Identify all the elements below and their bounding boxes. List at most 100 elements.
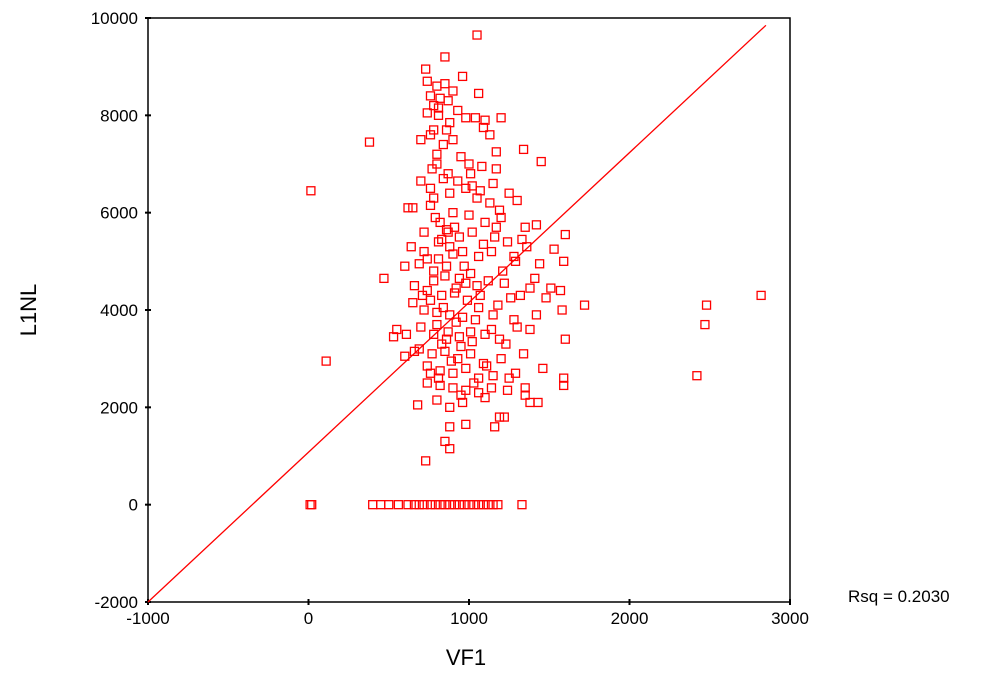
data-point xyxy=(499,412,509,422)
data-point xyxy=(557,305,567,315)
data-point xyxy=(441,334,452,344)
data-point xyxy=(414,259,424,269)
data-point xyxy=(441,261,452,271)
data-point xyxy=(445,422,455,432)
data-point xyxy=(433,237,444,247)
data-point xyxy=(443,327,453,337)
y-tick-label: 6000 xyxy=(100,204,138,223)
data-point xyxy=(403,500,413,510)
data-point xyxy=(467,227,477,237)
y-tick-label: 10000 xyxy=(91,9,138,28)
data-point xyxy=(445,500,455,510)
data-point xyxy=(440,79,450,89)
data-point xyxy=(419,246,429,257)
data-point xyxy=(475,290,485,301)
rsq-label: Rsq = 0.2030 xyxy=(848,587,950,606)
y-axis-title: L1NL xyxy=(16,284,41,337)
data-point xyxy=(490,232,500,242)
data-point xyxy=(560,229,570,240)
data-point xyxy=(438,302,448,313)
data-point xyxy=(482,361,492,371)
data-point xyxy=(433,373,444,383)
data-point xyxy=(480,329,490,339)
data-point xyxy=(433,110,444,120)
data-point xyxy=(409,500,420,510)
data-point xyxy=(473,500,484,510)
data-point xyxy=(488,500,498,510)
data-point xyxy=(448,208,458,218)
data-point xyxy=(473,388,484,398)
data-point xyxy=(464,159,474,169)
data-point xyxy=(443,169,453,179)
y-tick-label: 2000 xyxy=(100,398,138,417)
data-point xyxy=(475,186,485,196)
data-point xyxy=(368,500,378,510)
data-point xyxy=(525,283,535,293)
data-point xyxy=(560,334,570,344)
plot-frame xyxy=(147,17,791,603)
data-point xyxy=(456,390,466,400)
data-point xyxy=(465,268,476,279)
data-point xyxy=(491,222,501,232)
data-point xyxy=(321,356,331,366)
data-point xyxy=(534,259,545,269)
data-point xyxy=(541,293,551,303)
data-point xyxy=(467,181,477,191)
data-point xyxy=(448,368,458,378)
data-point xyxy=(449,500,460,510)
data-point xyxy=(464,210,474,220)
points-layer xyxy=(305,30,766,510)
data-point xyxy=(432,149,442,159)
data-point xyxy=(408,203,418,213)
data-point xyxy=(493,500,503,510)
data-point xyxy=(509,315,519,325)
data-point xyxy=(437,339,447,349)
data-point xyxy=(499,278,509,288)
x-tick-label: 1000 xyxy=(450,609,488,628)
data-point xyxy=(498,266,508,276)
data-point xyxy=(443,227,453,237)
data-point xyxy=(429,329,439,339)
data-point xyxy=(448,383,458,393)
data-point xyxy=(515,290,526,301)
data-point xyxy=(425,200,436,211)
data-point xyxy=(429,266,439,276)
data-point xyxy=(506,293,516,303)
data-point xyxy=(364,137,375,147)
data-point xyxy=(494,334,505,344)
data-point xyxy=(435,380,445,391)
data-point xyxy=(440,271,450,281)
data-point xyxy=(429,276,439,286)
data-point xyxy=(448,249,458,259)
data-point xyxy=(470,315,481,325)
data-point xyxy=(425,500,436,510)
data-point xyxy=(456,152,466,162)
data-point xyxy=(449,288,460,298)
data-point xyxy=(425,91,436,101)
data-point xyxy=(525,324,535,335)
data-point xyxy=(464,500,474,510)
data-point xyxy=(488,371,498,381)
data-point xyxy=(546,283,556,293)
x-tick-label: 2000 xyxy=(611,609,649,628)
data-point xyxy=(425,295,436,305)
data-point xyxy=(453,354,463,364)
data-point xyxy=(379,273,389,284)
data-point xyxy=(457,397,468,408)
data-point xyxy=(443,96,453,106)
data-point xyxy=(435,500,445,510)
data-point xyxy=(307,500,317,510)
data-point xyxy=(440,436,450,447)
data-point xyxy=(429,125,439,135)
data-point xyxy=(384,500,394,510)
data-point xyxy=(451,317,461,327)
data-point xyxy=(435,217,445,228)
data-point xyxy=(461,278,471,288)
data-point xyxy=(517,500,527,510)
data-point xyxy=(409,346,420,357)
data-point xyxy=(491,147,501,157)
data-point xyxy=(520,383,530,393)
data-point xyxy=(465,327,476,337)
data-point xyxy=(425,368,436,378)
data-point xyxy=(457,71,468,82)
